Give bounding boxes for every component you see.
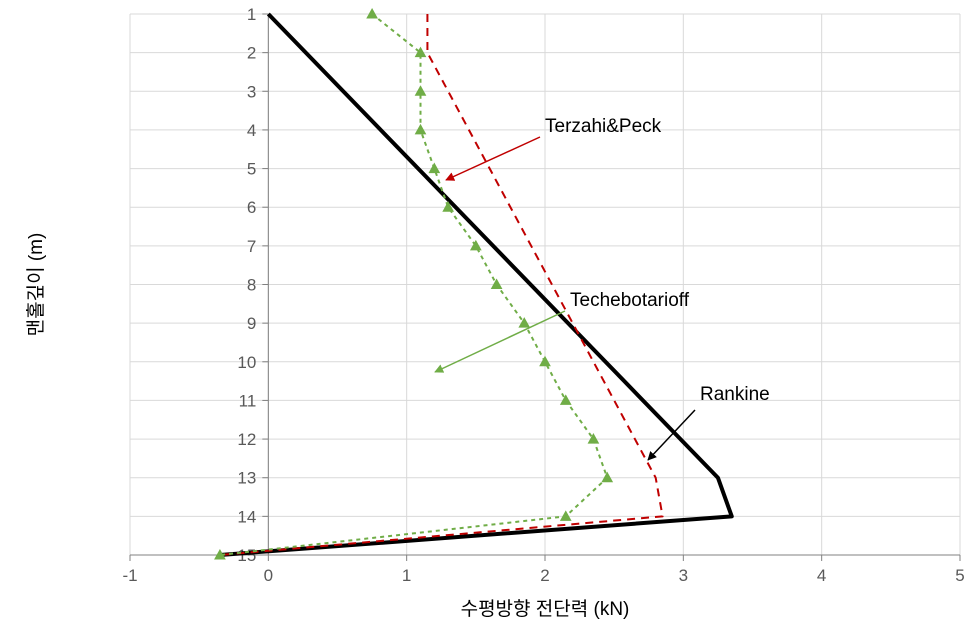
- line-chart: -1012345123456789101112131415 Terzahi&Pe…: [0, 0, 976, 637]
- y-tick-label: 3: [247, 82, 256, 101]
- y-tick-label: 12: [237, 430, 256, 449]
- y-tick-label: 2: [247, 44, 256, 63]
- x-tick-label: 3: [679, 566, 688, 585]
- x-tick-label: 0: [264, 566, 273, 585]
- y-tick-label: 5: [247, 160, 256, 179]
- axes: -1012345123456789101112131415: [122, 5, 964, 585]
- x-tick-label: 4: [817, 566, 826, 585]
- y-tick-label: 9: [247, 314, 256, 333]
- x-axis-title: 수평방향 전단력 (kN): [461, 598, 630, 620]
- y-tick-label: 10: [237, 353, 256, 372]
- y-tick-label: 8: [247, 276, 256, 295]
- chart-container: -1012345123456789101112131415 Terzahi&Pe…: [0, 0, 976, 637]
- y-tick-label: 4: [247, 121, 256, 140]
- x-tick-label: 5: [955, 566, 964, 585]
- annotation-label-rankine: Rankine: [700, 384, 770, 405]
- y-axis-title: 맨홀깊이 (m): [25, 233, 47, 337]
- y-tick-label: 15: [237, 546, 256, 565]
- y-tick-label: 13: [237, 469, 256, 488]
- annotation-label-techebotarioff: Techebotarioff: [570, 290, 690, 311]
- y-tick-label: 1: [247, 5, 256, 24]
- annotation-arrow-rankine: [648, 410, 695, 460]
- y-tick-label: 11: [239, 391, 257, 410]
- annotations: Terzahi&Peck Techebotarioff Rankine: [435, 116, 770, 460]
- x-tick-label: -1: [122, 566, 137, 585]
- annotation-arrow-terzaghi_peck: [446, 137, 540, 180]
- y-tick-label: 14: [237, 507, 256, 526]
- y-tick-label: 7: [247, 237, 256, 256]
- y-tick-label: 6: [247, 198, 256, 217]
- x-tick-label: 1: [402, 566, 411, 585]
- annotation-label-terzaghi_peck: Terzahi&Peck: [545, 116, 662, 137]
- x-tick-label: 2: [540, 566, 549, 585]
